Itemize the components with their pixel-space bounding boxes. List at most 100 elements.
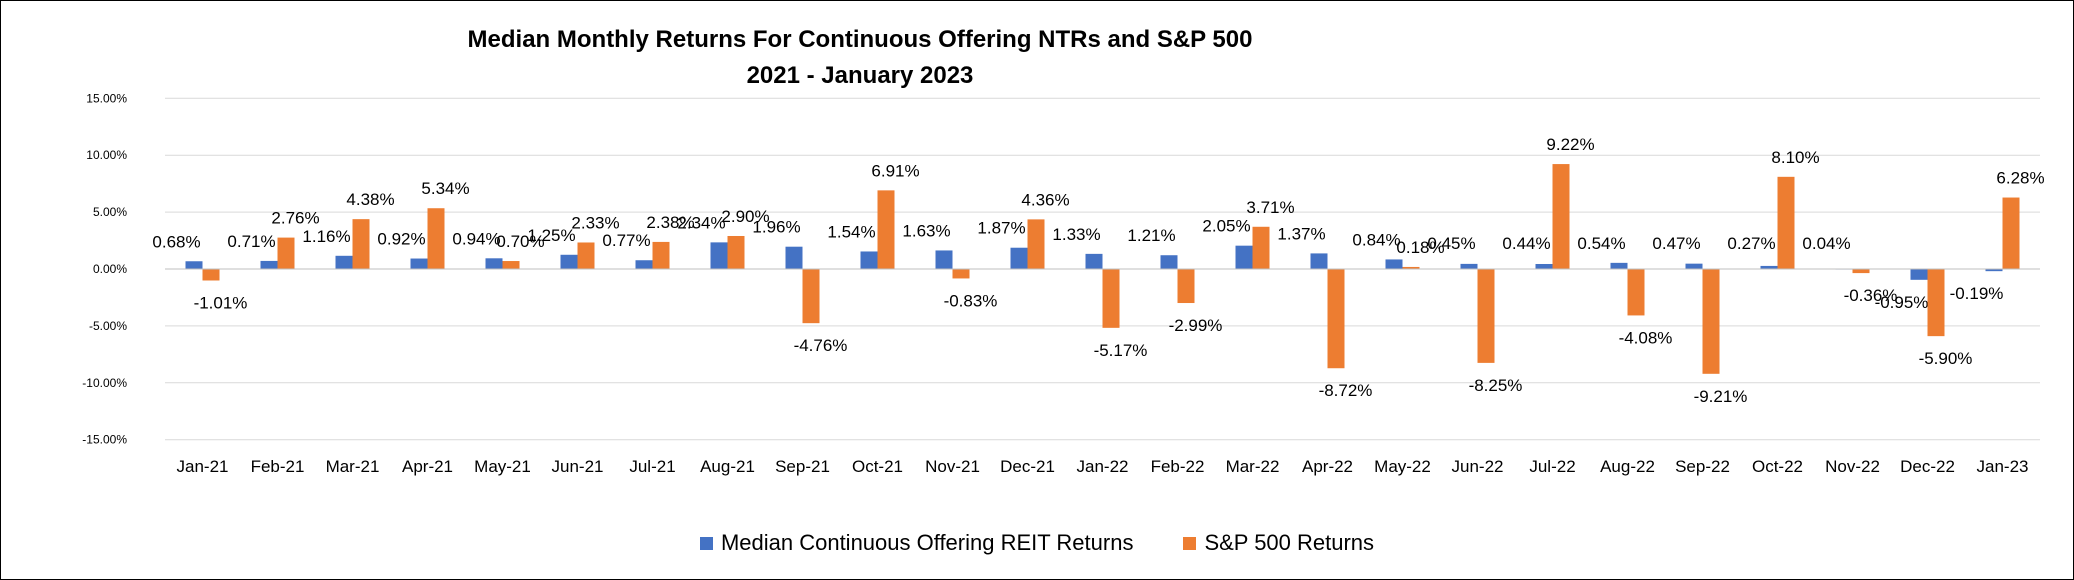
- reit-data-label: 0.45%: [1427, 234, 1475, 253]
- reit-bar: [1460, 263, 1478, 269]
- sp500-data-label: -1.01%: [194, 293, 248, 312]
- reit-data-label: 0.71%: [227, 232, 275, 251]
- reit-data-label: 1.96%: [752, 218, 800, 237]
- sp500-data-label: -4.76%: [794, 336, 848, 355]
- sp500-data-label: -5.17%: [1094, 341, 1148, 360]
- x-tick-label: Aug-21: [700, 457, 755, 476]
- sp500-bar: [2002, 197, 2020, 269]
- reit-bar: [710, 242, 728, 269]
- reit-data-label: 0.47%: [1652, 234, 1700, 253]
- sp500-bar: [1177, 269, 1195, 304]
- sp500-bar: [1777, 176, 1795, 269]
- reit-bar: [1010, 247, 1028, 269]
- reit-data-label: 1.87%: [977, 219, 1025, 238]
- sp500-data-label: 3.71%: [1246, 198, 1294, 217]
- sp500-bar: [1477, 269, 1495, 363]
- reit-data-label: 2.34%: [677, 213, 725, 232]
- reit-bar: [1685, 263, 1703, 269]
- sp500-data-label: 4.38%: [346, 190, 394, 209]
- sp500-data-label: -4.08%: [1619, 328, 1673, 347]
- legend-label-sp500: S&P 500 Returns: [1204, 530, 1375, 555]
- x-tick-label: Sep-21: [775, 457, 830, 476]
- legend-swatch-sp500: [1183, 536, 1197, 550]
- legend-label-reit: Median Continuous Offering REIT Returns: [720, 530, 1134, 555]
- reit-data-label: -0.95%: [1875, 293, 1929, 312]
- reit-bar: [1310, 253, 1328, 269]
- reit-bar: [185, 261, 203, 269]
- sp500-data-label: -9.21%: [1694, 387, 1748, 406]
- reit-bar: [1385, 259, 1403, 269]
- sp500-bar: [1102, 269, 1120, 328]
- sp500-data-label: 2.76%: [271, 209, 319, 228]
- reit-bar: [1160, 255, 1178, 269]
- x-tick-label: Oct-22: [1752, 457, 1803, 476]
- sp500-bar: [952, 269, 970, 279]
- legend-item-sp500: S&P 500 Returns: [1183, 530, 1374, 556]
- x-tick-label: Jun-22: [1452, 457, 1504, 476]
- sp500-data-label: -8.25%: [1469, 376, 1523, 395]
- reit-bar: [635, 260, 653, 269]
- reit-bar: [260, 260, 278, 269]
- reit-bar: [1910, 269, 1928, 280]
- reit-bar: [1235, 245, 1253, 269]
- chart-title: Median Monthly Returns For Continuous Of…: [467, 26, 1253, 53]
- x-tick-label: Jan-21: [177, 457, 229, 476]
- sp500-bar: [1402, 266, 1420, 269]
- x-tick-label: Aug-22: [1600, 457, 1655, 476]
- x-tick-label: Mar-22: [1226, 457, 1280, 476]
- reit-bar: [335, 255, 353, 269]
- sp500-data-label: -2.99%: [1169, 316, 1223, 335]
- x-tick-label: Feb-21: [251, 457, 305, 476]
- x-tick-label: Apr-22: [1302, 457, 1353, 476]
- sp500-bar: [577, 242, 595, 269]
- sp500-bar: [502, 261, 520, 269]
- y-tick-label: -5.00%: [89, 319, 127, 333]
- sp500-data-label: 2.90%: [721, 207, 769, 226]
- x-tick-label: Feb-22: [1151, 457, 1205, 476]
- sp500-bar: [727, 235, 745, 269]
- y-tick-label: 15.00%: [86, 91, 127, 105]
- reit-data-label: 0.68%: [152, 232, 200, 251]
- reit-data-label: 0.92%: [377, 230, 425, 249]
- reit-bar: [485, 258, 503, 269]
- reit-data-label: 0.94%: [452, 229, 500, 248]
- sp500-data-label: 0.70%: [496, 232, 544, 251]
- reit-data-label: 1.21%: [1127, 226, 1175, 245]
- reit-bar: [1610, 262, 1628, 269]
- sp500-bar: [1627, 269, 1645, 316]
- x-tick-label: May-22: [1374, 457, 1431, 476]
- x-tick-label: Jan-23: [1977, 457, 2029, 476]
- bar-chart: 15.00% 10.00% 5.00% 0.00% -5.00% -10.00% -15.0…: [82, 91, 2044, 476]
- y-tick-label: -10.00%: [82, 376, 127, 390]
- reit-bar: [560, 254, 578, 269]
- sp500-bar: [352, 219, 370, 269]
- reit-data-label: 1.63%: [902, 221, 950, 240]
- sp500-bar: [802, 269, 820, 324]
- legend: Median Continuous Offering REIT Returns …: [0, 530, 2074, 556]
- reit-data-label: 1.25%: [527, 226, 575, 245]
- x-tick-label: Sep-22: [1675, 457, 1730, 476]
- sp500-bar: [1702, 269, 1720, 374]
- reit-data-label: 1.16%: [302, 227, 350, 246]
- sp500-bar: [1027, 219, 1045, 269]
- y-tick-label: 10.00%: [86, 148, 127, 162]
- y-tick-label: -15.00%: [82, 433, 127, 447]
- reit-bar: [1085, 253, 1103, 269]
- reit-bar: [1985, 269, 2003, 272]
- chart-subtitle: 2021 - January 2023: [746, 62, 974, 89]
- sp500-data-label: 2.33%: [571, 213, 619, 232]
- reit-data-label: 0.84%: [1352, 230, 1400, 249]
- x-tick-label: Jun-21: [552, 457, 604, 476]
- x-tick-label: Apr-21: [402, 457, 453, 476]
- reit-data-label: -0.19%: [1950, 284, 2004, 303]
- sp500-data-label: -0.36%: [1844, 286, 1898, 305]
- reit-data-label: 0.27%: [1727, 234, 1775, 253]
- y-tick-label: 5.00%: [93, 205, 127, 219]
- sp500-data-label: 4.36%: [1021, 190, 1069, 209]
- reit-data-label: 0.04%: [1802, 234, 1850, 253]
- sp500-bar: [877, 190, 895, 269]
- reit-data-label: 1.37%: [1277, 224, 1325, 243]
- sp500-bar: [427, 208, 445, 269]
- x-tick-label: May-21: [474, 457, 531, 476]
